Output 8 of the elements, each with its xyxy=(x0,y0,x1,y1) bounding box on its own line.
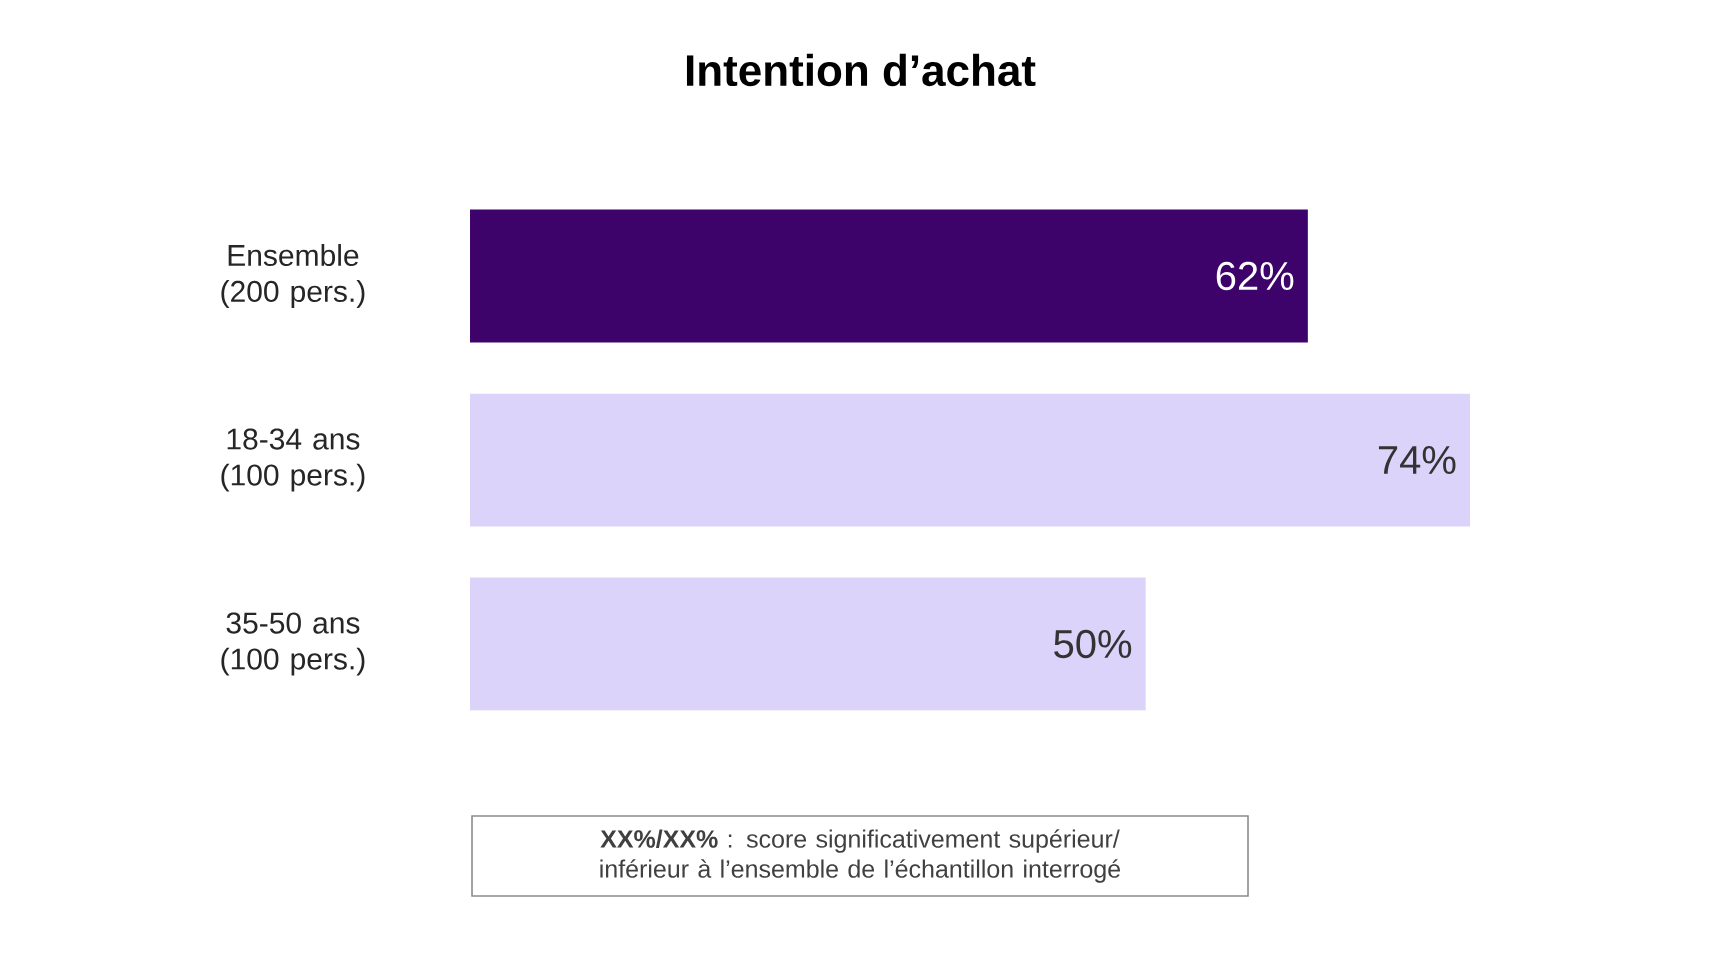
text: XX%/XX% : score significativement supérieur/ inférieur à l’ensemble de l’échantillon interrogé xyxy=(600,829,1121,883)
data-label: 50% xyxy=(1054,629,1132,659)
chart-title: Intention d’achat xyxy=(686,53,1036,87)
y-tick-label: 35-50 ans (100 pers.) xyxy=(221,612,365,676)
y-tick-label: Ensemble (200 pers.) xyxy=(221,244,365,308)
data-label: 74% xyxy=(1378,446,1456,474)
data-label: 62% xyxy=(1216,261,1294,291)
y-tick-label: 18-34 ans (100 pers.) xyxy=(221,428,365,492)
